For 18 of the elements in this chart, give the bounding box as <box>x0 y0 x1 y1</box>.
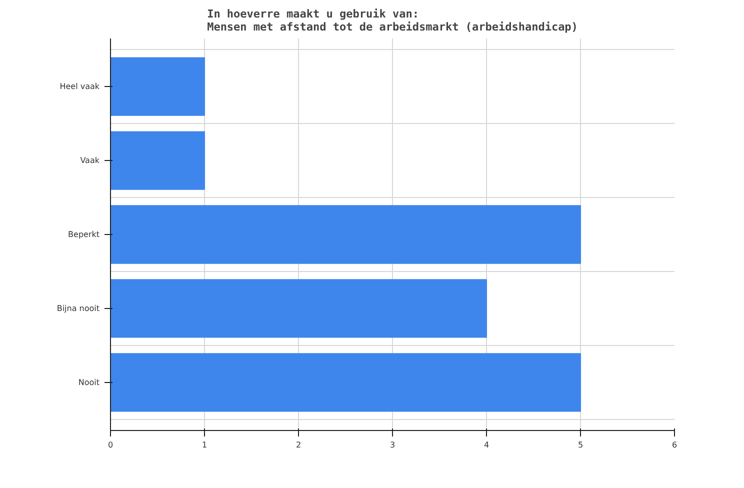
bar <box>110 205 581 264</box>
y-tick-label: Nooit <box>78 378 100 387</box>
x-tick-label: 3 <box>390 440 396 450</box>
x-tick-label: 5 <box>578 440 584 450</box>
bar <box>110 131 205 190</box>
x-tick-label: 2 <box>296 440 302 450</box>
chart-title: In hoeverre maakt u gebruik van: Mensen met afstand tot de arbeidsmarkt (arbeidshandicap) <box>207 8 578 34</box>
bar <box>110 279 487 338</box>
y-tick-label: Beperkt <box>68 230 100 239</box>
y-tick-label: Vaak <box>80 156 100 166</box>
x-tick-label: 4 <box>484 440 490 450</box>
x-tick-label: 0 <box>108 440 114 450</box>
bar <box>110 57 205 116</box>
bar <box>110 353 581 412</box>
x-tick-label: 6 <box>672 440 678 450</box>
y-tick-label: Heel vaak <box>60 82 100 92</box>
y-tick-label: Bijna nooit <box>56 304 100 313</box>
x-tick-label: 1 <box>202 440 208 450</box>
